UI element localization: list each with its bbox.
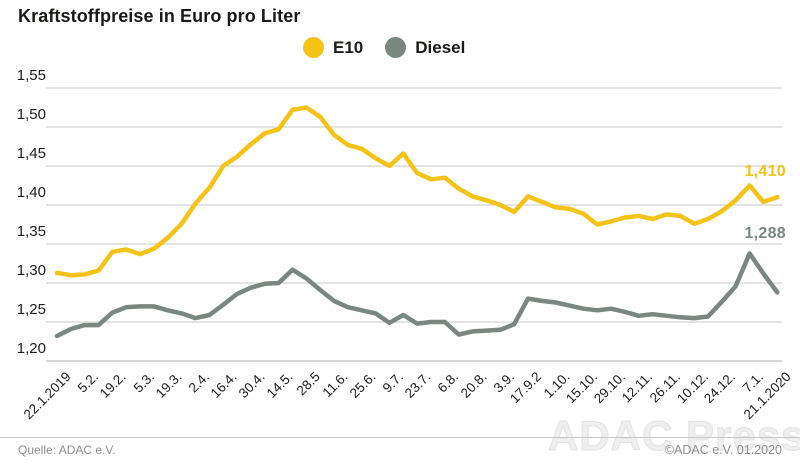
copyright-text: ©ADAC e.V. 01.2020 (664, 443, 782, 457)
e10-end-value-label: 1,410 (744, 163, 786, 180)
y-tick-label: 1,20 (16, 340, 46, 357)
e10-line (54, 105, 780, 278)
y-tick-label: 1,25 (16, 301, 46, 318)
chart-title: Kraftstoffpreise in Euro pro Liter (18, 6, 301, 26)
diesel-end-value-label: 1,288 (744, 225, 786, 242)
y-tick-label: 1,35 (16, 223, 46, 240)
y-tick-label: 1,45 (16, 145, 46, 162)
legend: E10 Diesel (303, 37, 477, 58)
y-tick-label: 1,30 (16, 262, 46, 279)
y-tick-label: 1,40 (16, 184, 46, 201)
diesel-line (54, 251, 780, 339)
legend-item-diesel: Diesel (385, 37, 465, 58)
y-tick-label: 1,50 (16, 106, 46, 123)
e10-series-dot-icon (303, 37, 324, 58)
source-text: Quelle: ADAC e.V. (18, 443, 116, 457)
legend-label-diesel: Diesel (415, 37, 466, 57)
diesel-series-dot-icon (385, 37, 407, 58)
legend-label-e10: E10 (333, 37, 364, 57)
y-tick-label: 1,55 (16, 67, 46, 84)
legend-item-e10: E10 (303, 37, 363, 58)
adac-presse-watermark: ADAC Presse (548, 412, 800, 460)
footer-divider (0, 437, 800, 438)
